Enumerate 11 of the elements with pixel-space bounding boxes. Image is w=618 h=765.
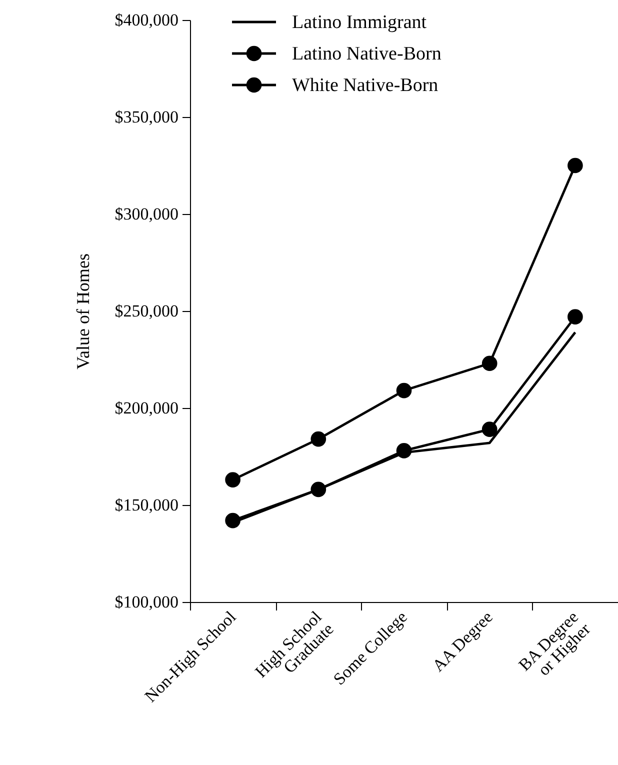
y-tick-label: $150,000 [114,496,178,514]
legend-label: Latino Native-Born [292,44,442,64]
y-tick-label: $250,000 [114,302,178,320]
legend-label: Latino Immigrant [292,12,428,33]
y-axis-title: Value of Homes [72,254,93,370]
y-tick-label: $200,000 [114,398,178,418]
y-tick-label: $300,000 [114,204,178,224]
y-tick-label: $350,000 [114,108,178,126]
y-tick-label: $400,000 [114,10,178,30]
y-tick-label: $100,000 [114,592,178,612]
legend-label: White Native-Born [292,75,439,96]
